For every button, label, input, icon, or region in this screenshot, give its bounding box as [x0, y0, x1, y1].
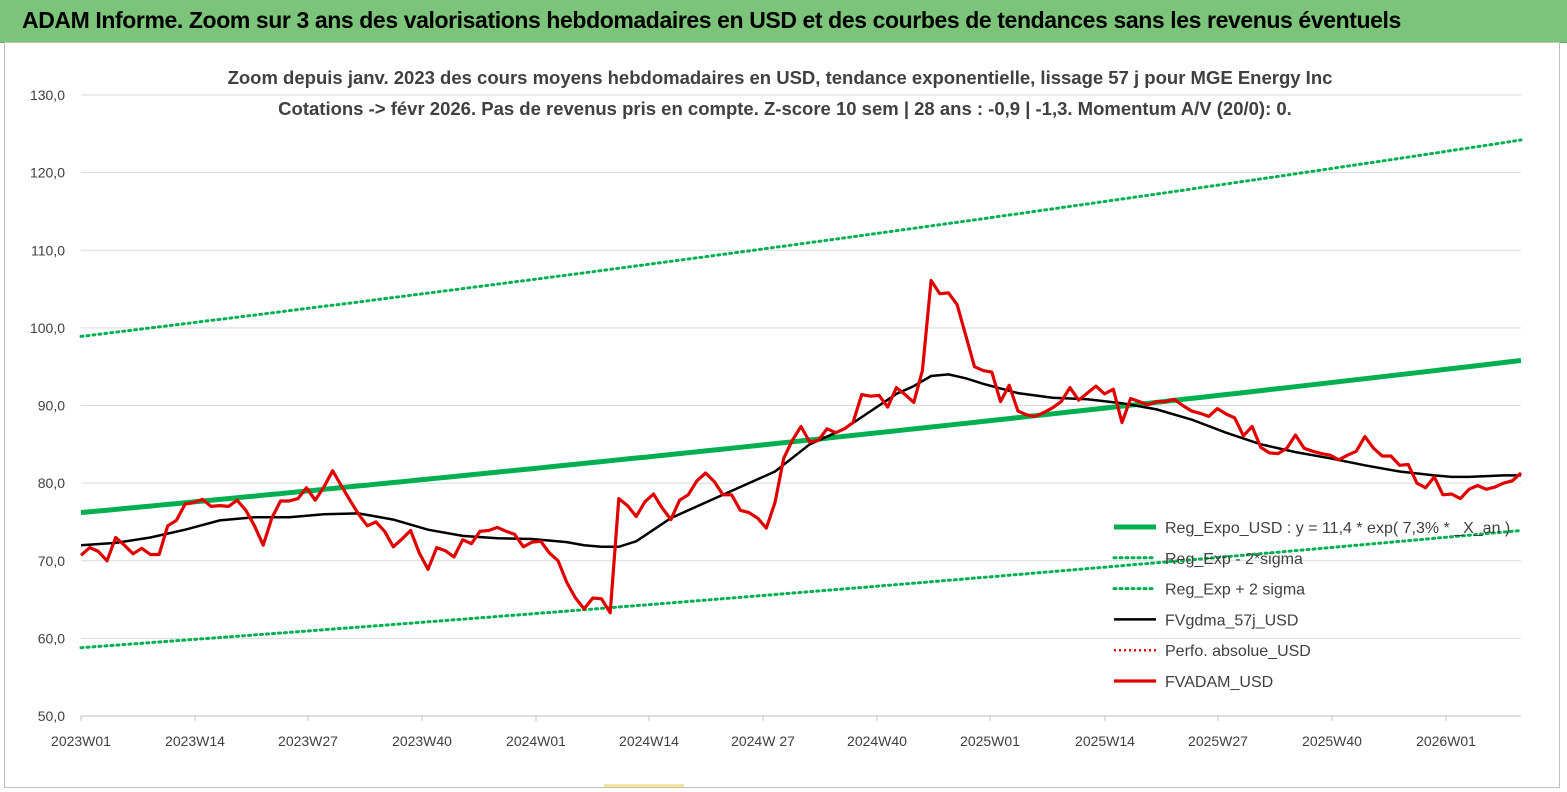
- report-banner: ADAM Informe. Zoom sur 3 ans des valoris…: [0, 0, 1567, 43]
- series-line-0: [80, 358, 1522, 516]
- series-line-1: [79, 529, 1523, 650]
- report-title: ADAM Informe. Zoom sur 3 ans des valoris…: [22, 7, 1401, 33]
- legend-label: Reg_Exp + 2 sigma: [1165, 582, 1305, 599]
- x-tick-label: 2023W01: [51, 733, 111, 749]
- x-tick-label: 2025W27: [1188, 733, 1248, 749]
- y-tick-label: 60,0: [38, 630, 65, 646]
- x-tick-label: 2024W40: [847, 733, 907, 749]
- chart-title-line1: Zoom depuis janv. 2023 des cours moyens …: [228, 67, 1333, 88]
- legend-label: Reg_Exp - 2*sigma: [1165, 551, 1303, 568]
- chart-frame: [4, 42, 1560, 788]
- legend-label: FVgdma_57j_USD: [1165, 612, 1298, 629]
- y-tick-label: 130,0: [30, 87, 65, 103]
- legend-label: Perfo. absolue_USD: [1165, 643, 1311, 660]
- series-line-2: [79, 138, 1523, 338]
- y-tick-label: 80,0: [38, 475, 65, 491]
- x-axis: 2023W01 2023W14 2023W27 2023W40 2024W01 2024W…: [51, 715, 1521, 749]
- y-tick-label: 50,0: [38, 708, 65, 724]
- legend: Reg_Expo_USD : y = 11,4 * exp( 7,3% * _X…: [1112, 520, 1510, 691]
- chart-title-line2: Cotations -> févr 2026. Pas de revenus p…: [278, 98, 1292, 119]
- x-tick-label: 2023W14: [165, 733, 225, 749]
- x-tick-label: 2025W40: [1302, 733, 1362, 749]
- y-tick-label: 110,0: [31, 242, 65, 258]
- y-tick-label: 90,0: [38, 398, 65, 414]
- y-tick-label: 70,0: [38, 553, 65, 569]
- x-tick-label: 2024W 27: [731, 733, 795, 749]
- x-tick-label: 2026W01: [1416, 733, 1476, 749]
- series-line-5: [79, 278, 1523, 615]
- x-tick-label: 2024W14: [619, 733, 679, 749]
- y-tick-label: 120,0: [30, 165, 65, 181]
- x-tick-label: 2025W01: [960, 733, 1020, 749]
- gridlines: [81, 94, 1521, 717]
- y-tick-label: 100,0: [30, 320, 65, 336]
- y-axis: 50,0 60,0 70,0 80,0 90,0 100,0 110,0 120,0 130,0: [30, 87, 65, 724]
- x-tick-label: 2025W14: [1075, 733, 1135, 749]
- bottom-marker: [604, 784, 684, 787]
- series-group: [79, 138, 1523, 650]
- x-tick-label: 2023W40: [392, 733, 452, 749]
- x-tick-label: 2024W01: [506, 733, 566, 749]
- legend-label: Reg_Expo_USD : y = 11,4 * exp( 7,3% * _X…: [1165, 520, 1510, 537]
- x-tick-label: 2023W27: [278, 733, 338, 749]
- legend-label: FVADAM_USD: [1165, 674, 1273, 691]
